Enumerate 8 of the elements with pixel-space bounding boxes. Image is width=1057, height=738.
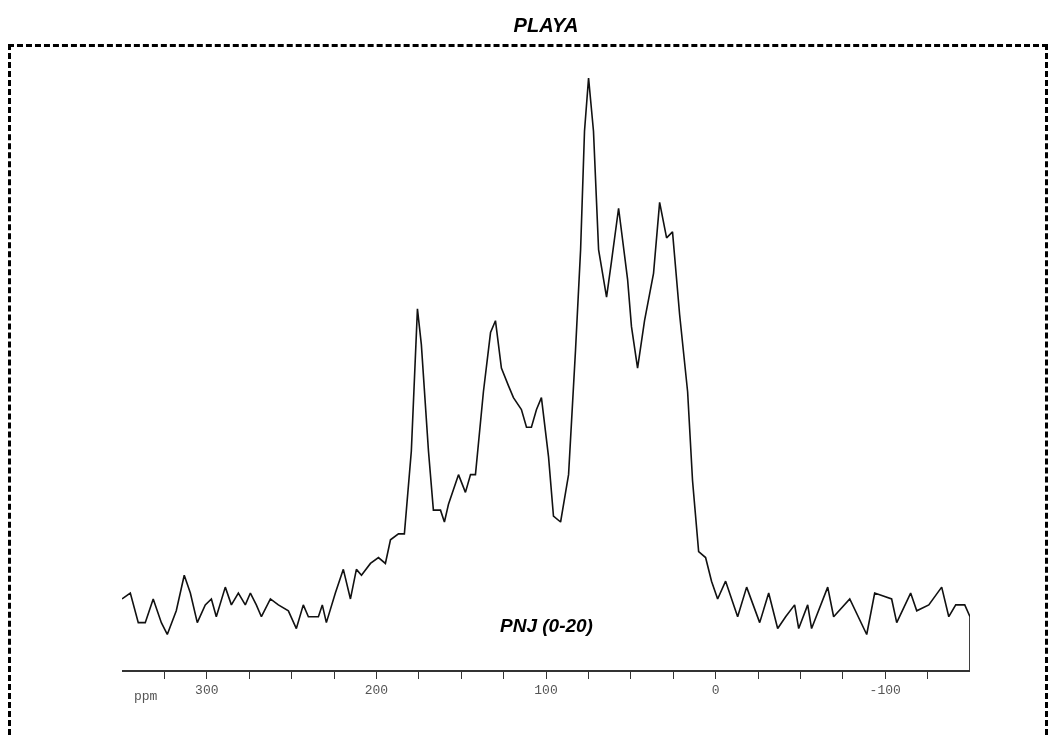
x-tick-label: -100 bbox=[869, 683, 901, 699]
x-tick-label: 200 bbox=[364, 683, 389, 699]
annotation: PNJ (0-20) bbox=[500, 615, 593, 636]
x-tick-label: 100 bbox=[534, 683, 558, 699]
x-tick-label: 0 bbox=[711, 683, 720, 699]
x-tick-label: 300 bbox=[195, 683, 219, 699]
x-axis-title: ppm bbox=[134, 689, 158, 704]
chart-title: PLAYA bbox=[513, 14, 579, 37]
